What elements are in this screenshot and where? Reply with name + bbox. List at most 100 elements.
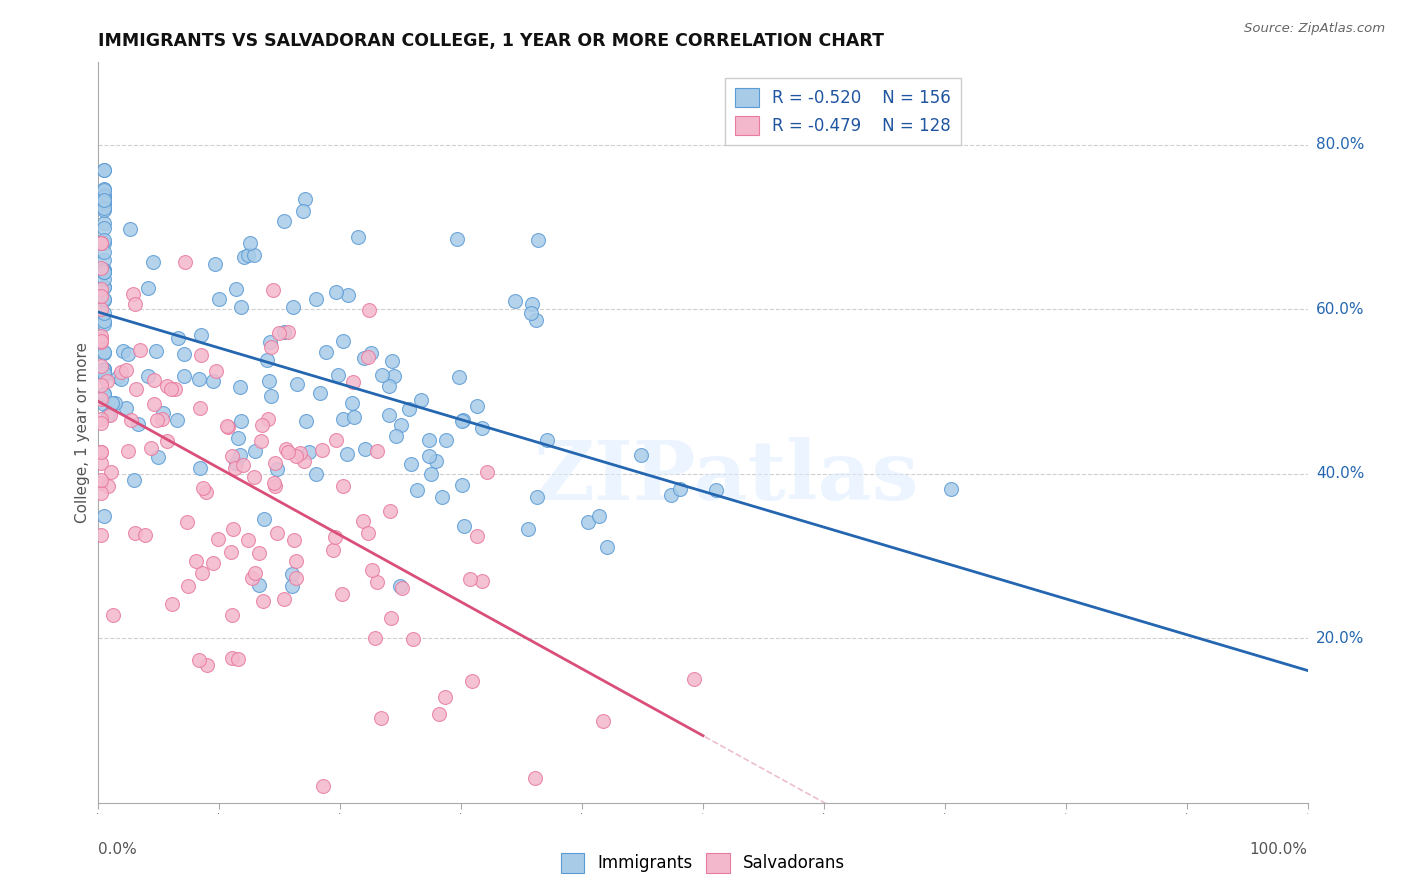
Point [90, 445, 112, 459]
Point [93, 317, 115, 331]
Point [382, 368, 405, 383]
Point [232, 458, 254, 473]
Point [238, 248, 260, 262]
Point [93, 369, 115, 384]
Point [129, 343, 152, 357]
Point [93, 265, 115, 279]
Point [110, 365, 132, 379]
Point [93, 201, 115, 215]
Point [364, 631, 387, 645]
Point [526, 491, 548, 505]
Point [276, 442, 298, 456]
Point [191, 566, 214, 580]
Point [520, 305, 543, 319]
Point [353, 351, 375, 365]
Point [136, 368, 159, 383]
Point [411, 393, 433, 408]
Point [204, 257, 226, 271]
Point [115, 401, 138, 416]
Point [93, 386, 115, 401]
Point [239, 235, 262, 250]
Point [93, 181, 115, 195]
Point [93, 221, 115, 235]
Point [340, 396, 363, 410]
Point [173, 255, 195, 269]
Point [243, 469, 266, 483]
Point [187, 653, 209, 667]
Point [447, 370, 470, 384]
Point [173, 369, 195, 384]
Text: 40.0%: 40.0% [1316, 467, 1364, 482]
Point [378, 379, 401, 393]
Point [98, 409, 121, 423]
Point [225, 456, 247, 470]
Point [229, 380, 252, 394]
Point [124, 297, 146, 311]
Point [177, 579, 200, 593]
Point [516, 522, 538, 536]
Point [294, 192, 316, 206]
Point [430, 490, 453, 504]
Point [336, 288, 359, 302]
Point [120, 222, 142, 236]
Point [93, 245, 115, 260]
Point [262, 283, 284, 297]
Point [402, 632, 425, 646]
Point [190, 348, 212, 362]
Point [93, 197, 115, 211]
Point [90, 486, 112, 500]
Point [420, 467, 443, 482]
Point [366, 575, 388, 590]
Point [391, 581, 413, 595]
Point [93, 508, 115, 523]
Point [366, 444, 388, 458]
Point [97, 409, 120, 423]
Point [114, 363, 136, 377]
Point [450, 478, 472, 492]
Point [285, 449, 308, 463]
Point [124, 525, 146, 540]
Point [267, 326, 290, 340]
Point [93, 216, 115, 230]
Point [503, 294, 526, 309]
Text: 100.0%: 100.0% [1250, 842, 1308, 856]
Point [107, 369, 129, 384]
Point [311, 442, 333, 457]
Point [259, 389, 281, 403]
Point [142, 373, 165, 387]
Point [285, 571, 308, 585]
Point [399, 457, 422, 471]
Point [93, 292, 115, 306]
Point [167, 331, 190, 345]
Point [398, 401, 420, 416]
Point [253, 512, 276, 526]
Point [156, 434, 179, 449]
Point [360, 346, 382, 360]
Point [458, 572, 481, 586]
Point [221, 607, 243, 622]
Point [117, 347, 139, 361]
Point [330, 587, 353, 601]
Point [352, 514, 374, 528]
Point [90, 359, 112, 373]
Point [93, 163, 115, 178]
Point [311, 780, 333, 794]
Point [93, 252, 115, 267]
Point [207, 292, 229, 306]
Point [156, 379, 179, 393]
Point [232, 250, 254, 264]
Point [93, 202, 115, 217]
Point [93, 345, 115, 359]
Point [304, 467, 326, 482]
Text: 0.0%: 0.0% [98, 842, 138, 856]
Point [93, 233, 115, 247]
Point [588, 508, 610, 523]
Point [90, 334, 112, 349]
Point [90, 236, 112, 251]
Point [162, 597, 184, 611]
Point [370, 711, 392, 725]
Point [250, 434, 273, 448]
Point [467, 399, 489, 413]
Point [465, 529, 488, 543]
Point [536, 433, 558, 447]
